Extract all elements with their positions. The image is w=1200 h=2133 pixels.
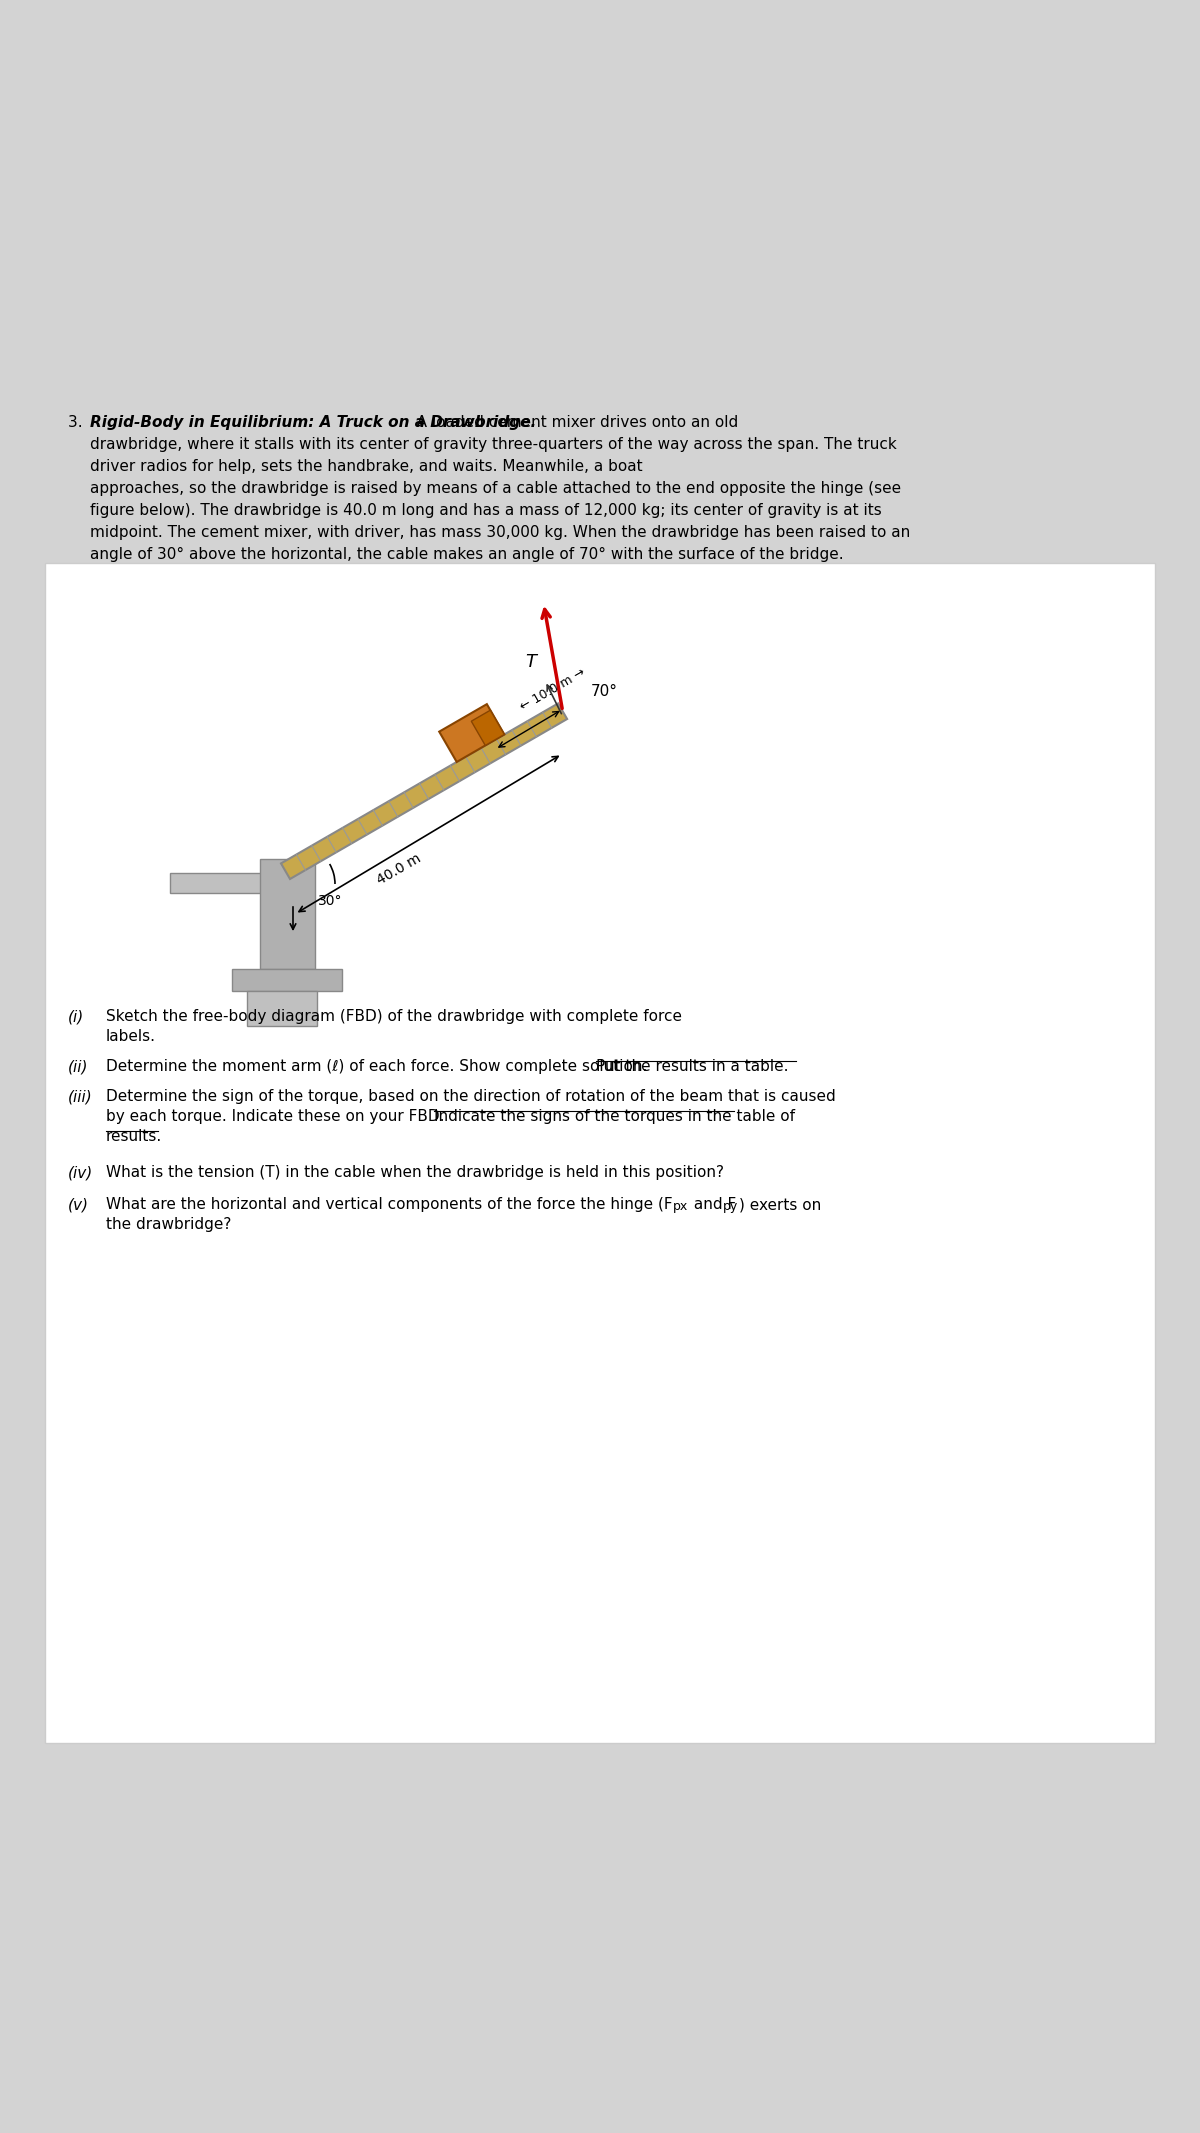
- Polygon shape: [439, 704, 504, 761]
- Text: (v): (v): [68, 1197, 89, 1212]
- Text: px: px: [673, 1201, 689, 1214]
- FancyBboxPatch shape: [169, 872, 293, 894]
- FancyBboxPatch shape: [259, 860, 314, 968]
- Text: T: T: [526, 653, 536, 672]
- Text: Sketch the free-body diagram (FBD) of the drawbridge with complete force: Sketch the free-body diagram (FBD) of th…: [106, 1009, 682, 1024]
- Text: driver radios for help, sets the handbrake, and waits. Meanwhile, a boat: driver radios for help, sets the handbra…: [90, 459, 643, 474]
- Polygon shape: [472, 710, 504, 744]
- FancyBboxPatch shape: [232, 968, 342, 992]
- FancyBboxPatch shape: [247, 992, 317, 1026]
- Text: Rigid-Body in Equilibrium: A Truck on a Drawbridge.: Rigid-Body in Equilibrium: A Truck on a …: [90, 416, 536, 431]
- Text: What is the tension (T) in the cable when the drawbridge is held in this positio: What is the tension (T) in the cable whe…: [106, 1165, 724, 1180]
- Text: 3.: 3.: [68, 416, 92, 431]
- Text: (iii): (iii): [68, 1090, 92, 1105]
- Text: drawbridge, where it stalls with its center of gravity three-quarters of the way: drawbridge, where it stalls with its cen…: [90, 437, 896, 452]
- Text: by each torque. Indicate these on your FBD.: by each torque. Indicate these on your F…: [106, 1109, 449, 1124]
- Text: (ii): (ii): [68, 1058, 89, 1075]
- Text: 70°: 70°: [590, 685, 618, 700]
- Text: figure below). The drawbridge is 40.0 m long and has a mass of 12,000 kg; its ce: figure below). The drawbridge is 40.0 m …: [90, 503, 882, 518]
- FancyBboxPatch shape: [46, 563, 1154, 1743]
- Text: A loaded cement mixer drives onto an old: A loaded cement mixer drives onto an old: [402, 416, 738, 431]
- Text: angle of 30° above the horizontal, the cable makes an angle of 70° with the surf: angle of 30° above the horizontal, the c…: [90, 546, 844, 561]
- Text: results.: results.: [106, 1128, 162, 1143]
- Text: ) exerts on: ) exerts on: [739, 1197, 821, 1212]
- Text: (iv): (iv): [68, 1165, 94, 1180]
- Text: the drawbridge?: the drawbridge?: [106, 1218, 232, 1233]
- Text: and F: and F: [689, 1197, 737, 1212]
- Text: What are the horizontal and vertical components of the force the hinge (F: What are the horizontal and vertical com…: [106, 1197, 673, 1212]
- Polygon shape: [281, 704, 568, 879]
- Text: Put the results in a table.: Put the results in a table.: [596, 1058, 788, 1075]
- Text: Indicate the signs of the torques in the table of: Indicate the signs of the torques in the…: [434, 1109, 796, 1124]
- Text: ← 10.0 m →: ← 10.0 m →: [518, 665, 588, 712]
- Text: py: py: [722, 1201, 738, 1214]
- Text: Determine the moment arm (ℓ) of each force. Show complete solution.: Determine the moment arm (ℓ) of each for…: [106, 1058, 653, 1075]
- Text: labels.: labels.: [106, 1028, 156, 1043]
- Text: midpoint. The cement mixer, with driver, has mass 30,000 kg. When the drawbridge: midpoint. The cement mixer, with driver,…: [90, 525, 911, 540]
- Text: Determine the sign of the torque, based on the direction of rotation of the beam: Determine the sign of the torque, based …: [106, 1090, 835, 1105]
- Text: (i): (i): [68, 1009, 84, 1024]
- Text: 30°: 30°: [318, 894, 342, 909]
- Text: 40.0 m: 40.0 m: [374, 851, 424, 887]
- Text: approaches, so the drawbridge is raised by means of a cable attached to the end : approaches, so the drawbridge is raised …: [90, 482, 901, 497]
